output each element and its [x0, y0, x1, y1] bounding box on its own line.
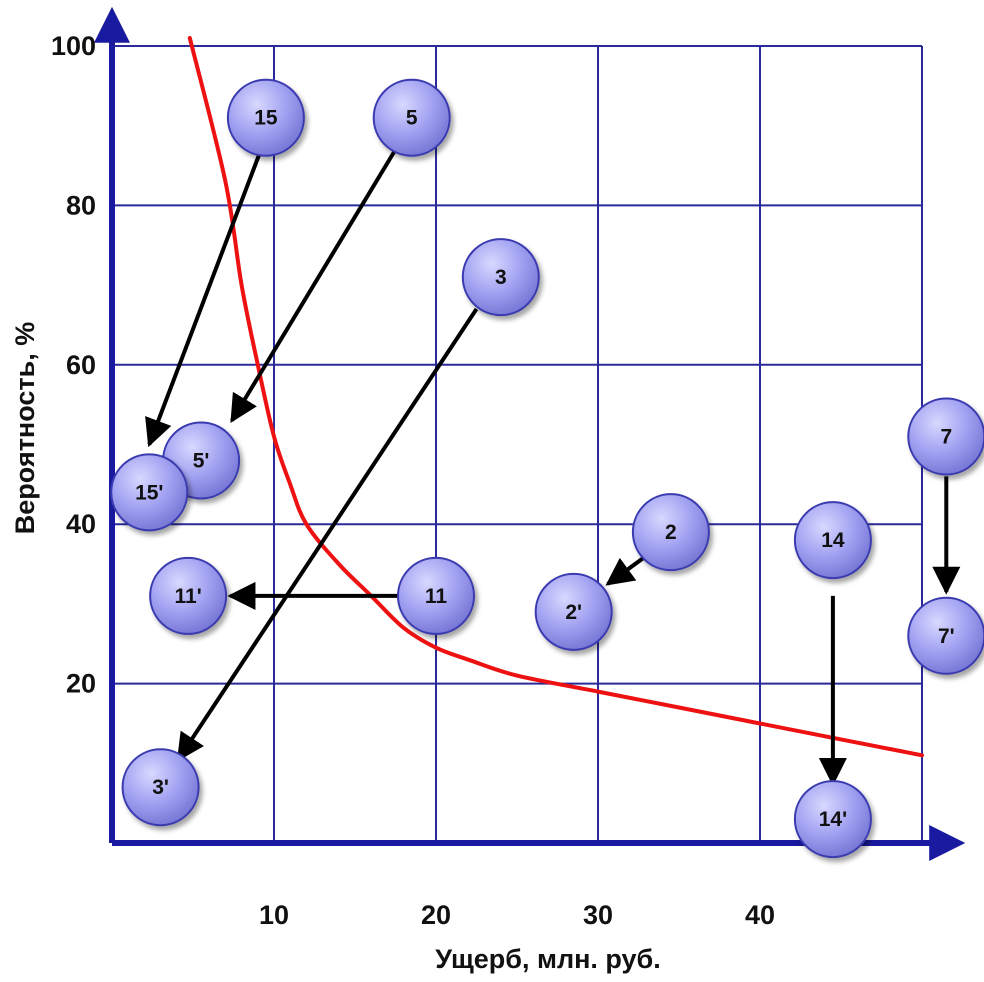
node-2-prime: 2' — [534, 572, 613, 651]
risk-curve-layer — [187, 36, 924, 758]
node-circle — [793, 501, 872, 580]
node-circle — [631, 493, 710, 572]
node-5: 5 — [372, 78, 451, 157]
arrow-3 — [176, 307, 479, 762]
risk-curve — [187, 36, 924, 758]
y-tick-label: 80 — [66, 190, 96, 220]
y-tick-label: 20 — [66, 669, 96, 699]
tick-labels: 10 20 30 40 20 40 60 80 100 — [51, 31, 775, 930]
x-axis-title: Ущерб, млн. руб. — [435, 944, 661, 974]
y-tick-label: 40 — [66, 509, 96, 539]
node-circle — [397, 556, 475, 635]
arrow-1 — [145, 148, 263, 448]
node-circle — [793, 780, 872, 859]
node-label: 2 — [665, 521, 677, 544]
node-circle — [461, 238, 540, 317]
node-15: 15 — [226, 78, 305, 157]
node-2: 2 — [631, 493, 710, 572]
node-label: 14' — [819, 808, 847, 831]
node-label: 7' — [938, 625, 955, 648]
x-tick-label: 20 — [421, 900, 451, 930]
node-circle — [226, 78, 305, 157]
node-11-prime: 11' — [149, 556, 228, 635]
node-label: 3' — [152, 776, 169, 799]
node-label: 7 — [940, 426, 952, 449]
node-circle — [372, 78, 451, 157]
node-11: 11 — [397, 556, 475, 635]
node-label: 15' — [135, 481, 163, 504]
node-14-prime: 14' — [793, 780, 872, 859]
arrows-layer — [145, 148, 961, 787]
node-circle — [110, 453, 189, 532]
node-label: 5' — [193, 449, 210, 472]
node-label: 15 — [254, 107, 278, 130]
x-tick-label: 30 — [583, 900, 613, 930]
y-tick-label: 60 — [66, 350, 96, 380]
node-7-prime: 7' — [907, 596, 984, 675]
node-label: 11 — [425, 585, 448, 608]
nodes-layer: 15 5 3 5' 15' 2 14 7 11' 11 2' 7' 3' 14' — [110, 78, 984, 859]
node-label: 5 — [406, 107, 418, 130]
node-circle — [121, 748, 200, 827]
node-3-prime: 3' — [121, 748, 200, 827]
arrow-2 — [230, 148, 398, 423]
node-7: 7 — [907, 397, 984, 476]
node-label: 11' — [175, 585, 202, 608]
node-15-prime: 15' — [110, 453, 189, 532]
y-axis-title: Вероятность, % — [10, 322, 40, 534]
node-14: 14 — [793, 501, 872, 580]
node-3: 3 — [461, 238, 540, 317]
node-circle — [907, 397, 984, 476]
x-tick-label: 40 — [745, 900, 775, 930]
x-tick-label: 10 — [259, 900, 289, 930]
y-tick-label: 100 — [51, 31, 96, 61]
node-circle — [149, 556, 228, 635]
node-label: 14 — [821, 529, 845, 552]
node-label: 2' — [565, 601, 582, 624]
node-circle — [534, 572, 613, 651]
node-circle — [907, 596, 984, 675]
node-label: 3 — [495, 266, 507, 289]
